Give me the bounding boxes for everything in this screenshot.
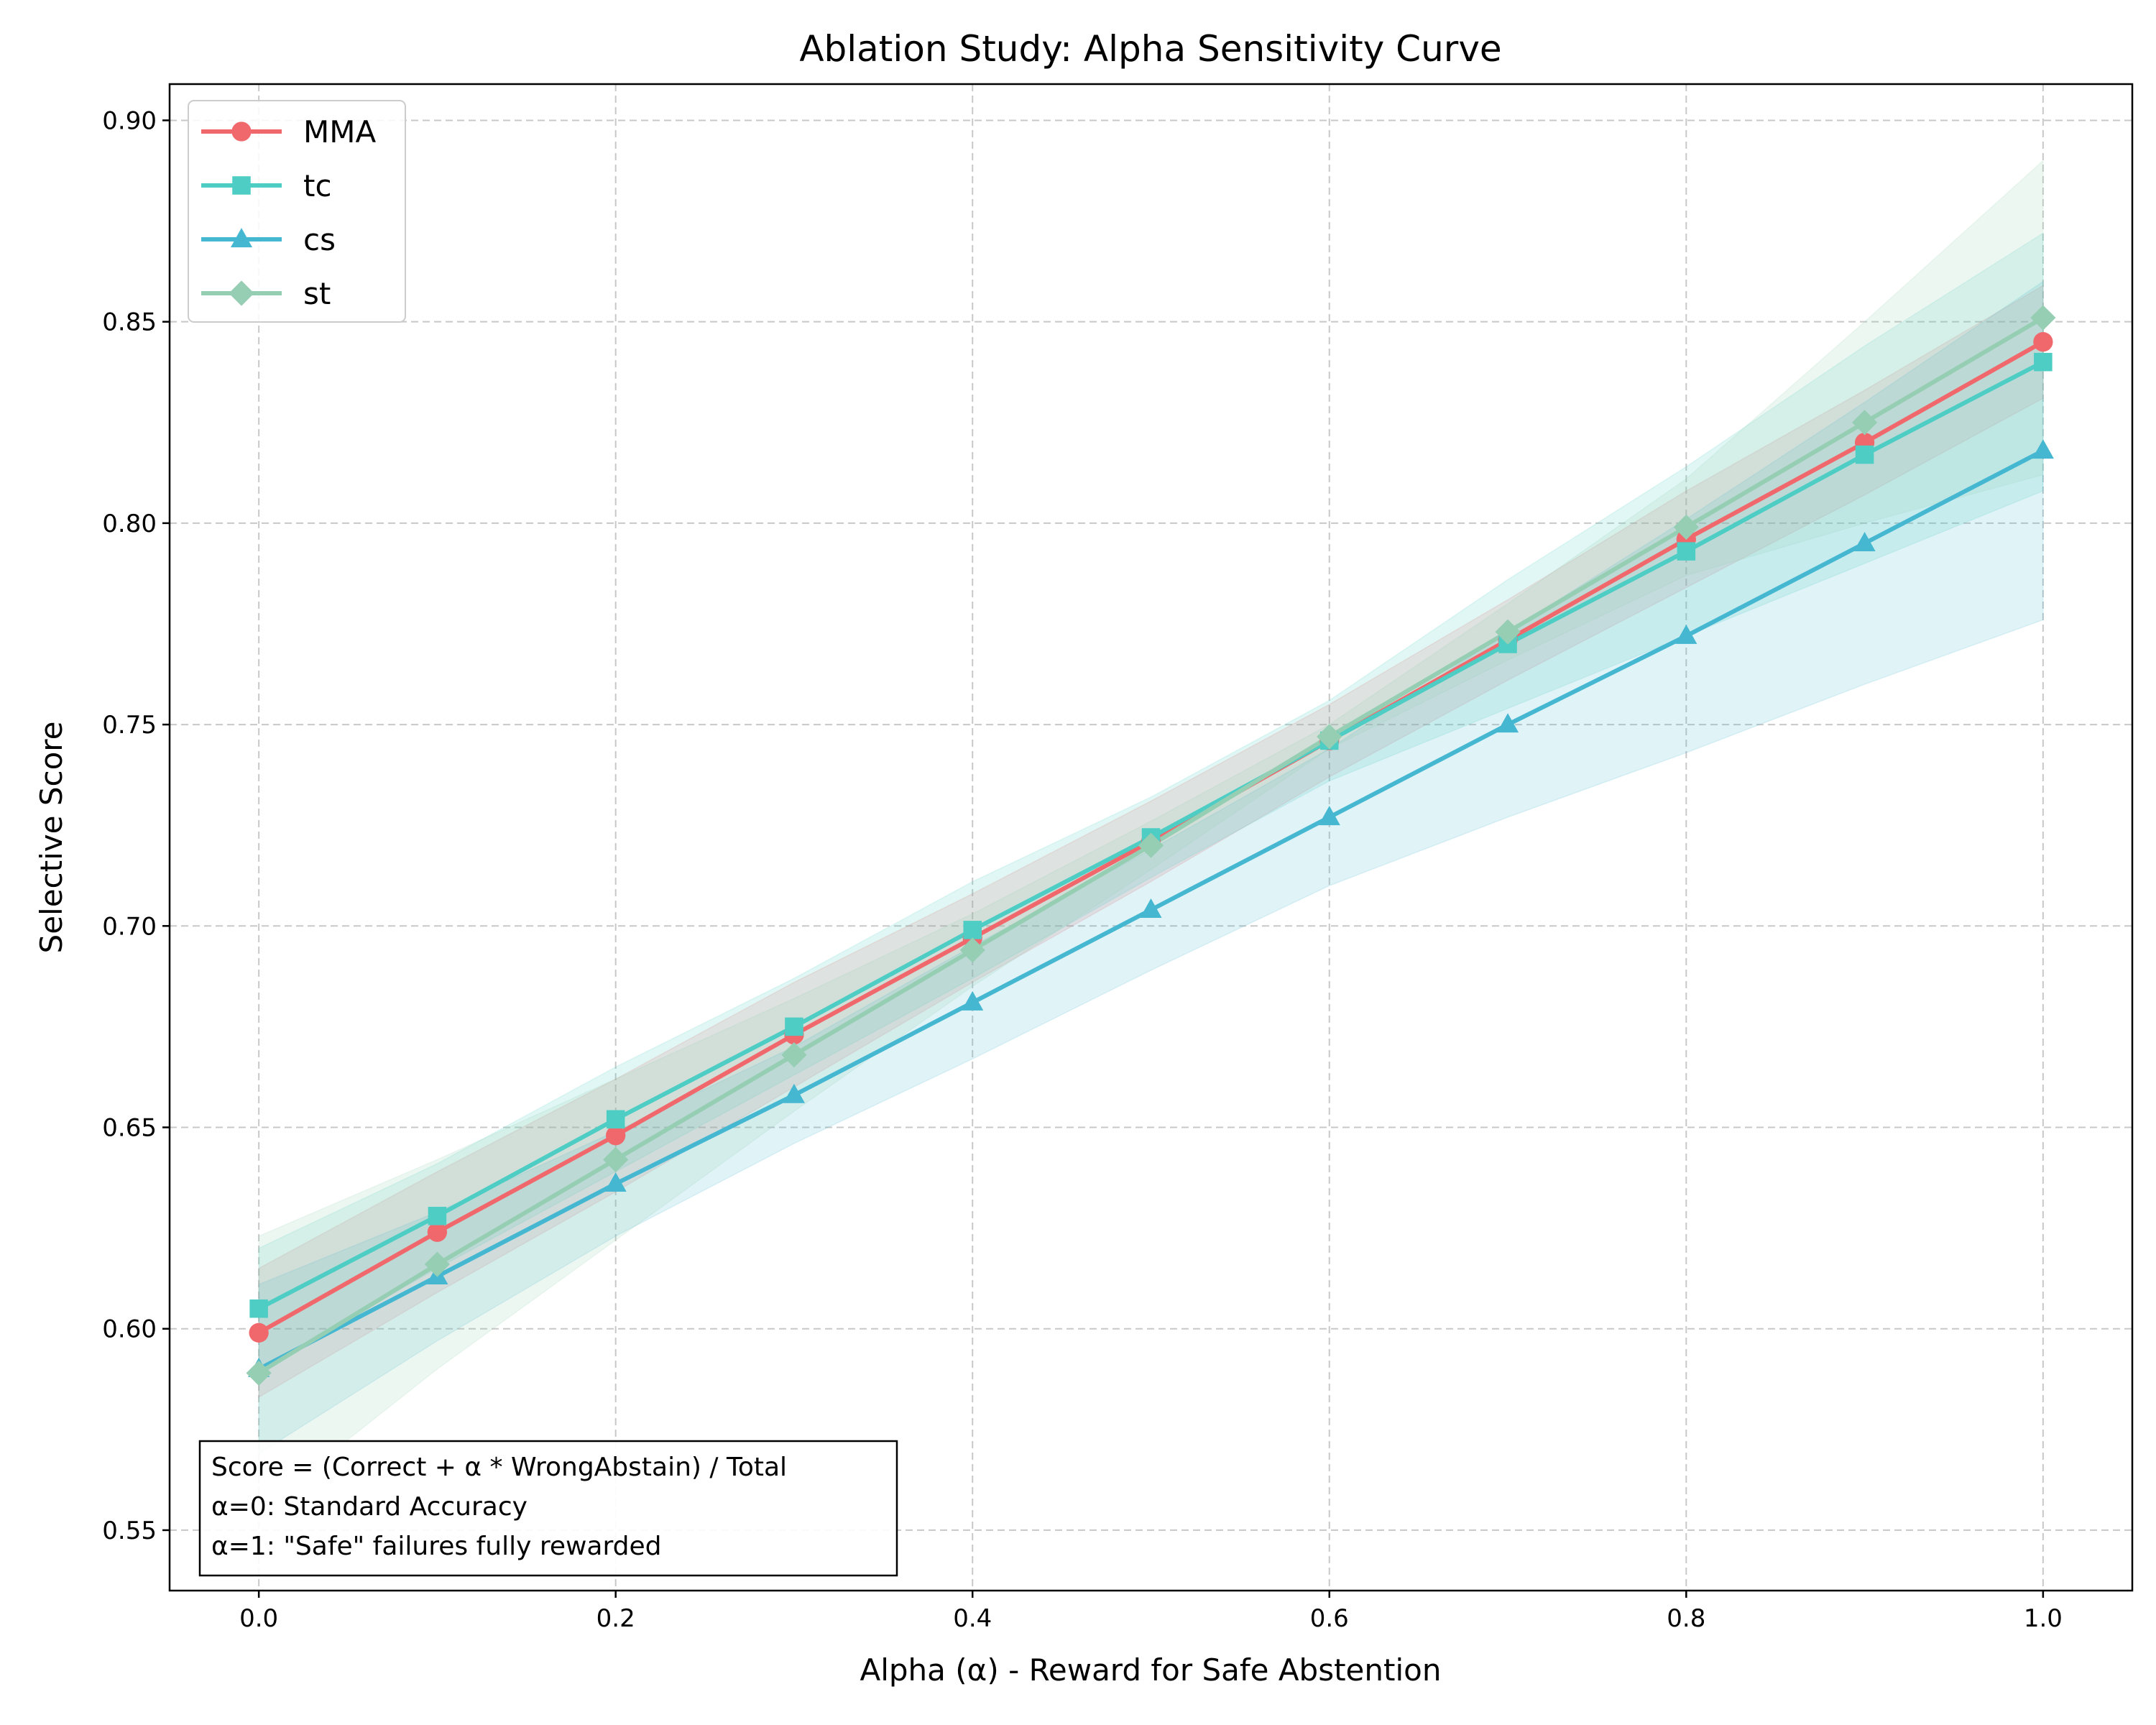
point-st <box>1851 410 1878 436</box>
legend-box <box>188 100 406 323</box>
legend-label-mma: MMA <box>303 114 376 150</box>
legend: MMA tc cs st <box>188 100 406 323</box>
point-cs <box>604 1172 627 1192</box>
point-tc <box>606 1110 625 1129</box>
formula-note-line-3: α=1: "Safe" failures fully rewarded <box>211 1532 662 1561</box>
y-tick-label: 0.90 <box>102 106 157 135</box>
formula-note: Score = (Correct + α * WrongAbstain) / T… <box>198 1440 898 1577</box>
x-tick-label: 0.2 <box>596 1604 635 1633</box>
point-tc <box>249 1299 268 1318</box>
y-tick-label: 0.55 <box>102 1517 157 1545</box>
legend-marker-tc <box>232 176 251 195</box>
y-tick-label: 0.60 <box>102 1315 157 1344</box>
point-st <box>1673 514 1699 540</box>
point-st <box>424 1251 451 1277</box>
series-markers <box>246 305 2056 1386</box>
point-cs <box>783 1083 806 1103</box>
y-tick-label: 0.75 <box>102 711 157 740</box>
point-cs <box>1496 713 1519 733</box>
x-tick-label: 1.0 <box>2024 1604 2063 1633</box>
grid <box>170 84 2132 1591</box>
point-tc <box>428 1207 447 1225</box>
point-tc <box>963 921 982 939</box>
x-tick-label: 0.6 <box>1310 1604 1349 1633</box>
point-mma <box>249 1322 269 1343</box>
point-mma <box>427 1222 448 1242</box>
point-st <box>1138 832 1164 858</box>
y-tick-label: 0.80 <box>102 510 157 538</box>
y-tick-label: 0.85 <box>102 308 157 337</box>
point-cs <box>1675 624 1697 644</box>
point-tc <box>1677 542 1696 561</box>
legend-label-tc: tc <box>303 168 332 203</box>
formula-note-line-2: α=0: Standard Accuracy <box>211 1492 528 1522</box>
x-ticks: 0.0 0.2 0.4 0.6 0.8 1.0 <box>239 1591 2063 1633</box>
y-ticks: 0.55 0.60 0.65 0.70 0.75 0.80 0.85 0.90 <box>102 106 170 1545</box>
point-st <box>959 937 985 963</box>
legend-marker-st <box>229 280 254 306</box>
point-mma <box>2033 332 2053 352</box>
plot-frame <box>168 83 2134 1592</box>
point-tc <box>2034 352 2053 372</box>
point-tc <box>1855 445 1874 464</box>
point-mma <box>606 1126 626 1146</box>
point-st <box>2030 305 2056 331</box>
y-tick-label: 0.70 <box>102 912 157 941</box>
y-tick-label: 0.65 <box>102 1114 157 1143</box>
x-axis-label: Alpha (α) - Reward for Safe Abstention <box>860 1652 1442 1688</box>
x-tick-label: 0.8 <box>1667 1604 1705 1633</box>
legend-marker-mma <box>231 121 252 142</box>
point-cs <box>962 990 984 1011</box>
chart-title: Ablation Study: Alpha Sensitivity Curve <box>799 28 1501 70</box>
point-cs <box>2032 439 2054 459</box>
point-tc <box>785 1017 803 1036</box>
x-tick-label: 0.0 <box>239 1604 278 1633</box>
point-cs <box>1140 898 1162 918</box>
point-st <box>246 1360 272 1386</box>
y-axis-label: Selective Score <box>34 722 69 954</box>
legend-label-st: st <box>303 276 331 311</box>
point-cs <box>1318 806 1340 826</box>
formula-note-box <box>198 1440 898 1577</box>
formula-note-line-1: Score = (Correct + α * WrongAbstain) / T… <box>211 1453 787 1482</box>
point-st <box>1495 619 1521 645</box>
point-st <box>781 1042 807 1068</box>
legend-label-cs: cs <box>303 222 336 257</box>
point-st <box>603 1146 629 1172</box>
point-cs <box>1853 532 1876 551</box>
point-st <box>1317 724 1342 750</box>
legend-marker-cs <box>230 228 253 248</box>
band-cs <box>258 280 2044 1455</box>
x-tick-label: 0.4 <box>953 1604 992 1633</box>
